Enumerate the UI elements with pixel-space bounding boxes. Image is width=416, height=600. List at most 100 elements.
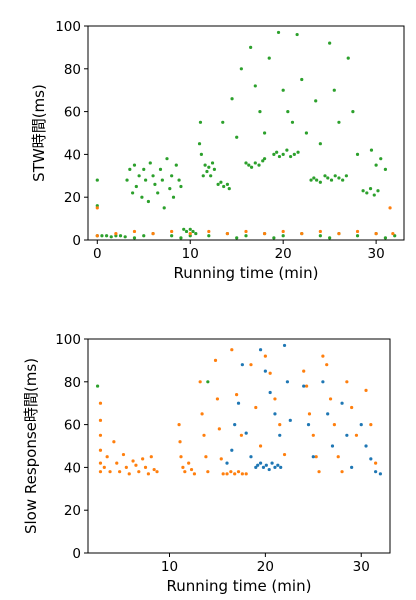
data-point bbox=[261, 465, 266, 469]
data-point bbox=[235, 236, 239, 240]
data-point bbox=[318, 180, 322, 184]
y-tick-label: 80 bbox=[64, 375, 81, 391]
data-point bbox=[285, 380, 290, 384]
data-point bbox=[188, 231, 192, 236]
data-point bbox=[240, 363, 244, 367]
data-point bbox=[162, 206, 166, 210]
data-point bbox=[151, 174, 155, 178]
x-tick-label: 10 bbox=[161, 559, 178, 575]
data-point bbox=[131, 191, 135, 195]
data-point bbox=[337, 176, 341, 180]
data-point bbox=[209, 174, 213, 178]
data-point bbox=[143, 465, 148, 469]
data-point bbox=[225, 461, 229, 465]
plot-frame bbox=[87, 25, 405, 241]
data-point bbox=[100, 234, 104, 238]
data-point bbox=[286, 110, 290, 114]
data-point bbox=[210, 161, 215, 165]
data-point bbox=[345, 380, 349, 384]
data-point bbox=[321, 380, 325, 384]
data-point bbox=[391, 231, 395, 236]
data-point bbox=[239, 67, 243, 71]
data-point bbox=[236, 470, 241, 474]
y-axis-label: STW時間(ms) bbox=[30, 84, 48, 182]
data-point bbox=[142, 234, 146, 238]
data-point bbox=[244, 161, 248, 165]
data-point bbox=[325, 363, 329, 367]
data-point bbox=[263, 354, 267, 358]
data-point bbox=[98, 401, 103, 405]
data-point bbox=[146, 472, 150, 476]
data-point bbox=[244, 234, 248, 238]
data-point bbox=[205, 169, 209, 174]
data-point bbox=[213, 358, 218, 362]
data-point bbox=[207, 229, 211, 234]
data-point bbox=[374, 470, 378, 474]
data-point bbox=[364, 388, 368, 392]
data-point bbox=[142, 167, 146, 171]
data-point bbox=[302, 369, 306, 373]
data-point bbox=[188, 227, 192, 231]
data-point bbox=[374, 231, 378, 236]
data-point bbox=[219, 457, 223, 461]
data-point bbox=[235, 393, 239, 397]
data-point bbox=[249, 165, 254, 169]
data-point bbox=[123, 235, 127, 239]
data-point bbox=[328, 41, 332, 45]
data-point bbox=[171, 195, 176, 199]
data-point bbox=[184, 229, 189, 234]
data-point bbox=[170, 174, 174, 178]
data-point bbox=[276, 30, 281, 35]
data-point bbox=[174, 163, 178, 167]
data-point bbox=[393, 234, 397, 238]
data-point bbox=[277, 154, 282, 159]
data-point bbox=[328, 397, 333, 401]
data-point bbox=[132, 229, 137, 234]
data-point bbox=[235, 135, 239, 139]
data-point bbox=[378, 472, 383, 476]
data-point bbox=[304, 384, 309, 388]
data-point bbox=[344, 174, 348, 178]
y-tick-label: 60 bbox=[64, 105, 81, 121]
data-point bbox=[244, 472, 248, 476]
data-point bbox=[261, 159, 265, 163]
data-point bbox=[369, 457, 373, 461]
data-point bbox=[278, 423, 282, 427]
data-point bbox=[141, 457, 145, 461]
data-point bbox=[118, 234, 123, 238]
data-point bbox=[177, 423, 181, 427]
data-point bbox=[225, 231, 230, 236]
data-point bbox=[221, 120, 225, 124]
stw-time-scatter-chart: 0 10 20 30 0 20 40 60 80 100 Running time (min) STW… bbox=[30, 19, 405, 282]
data-point bbox=[272, 236, 276, 240]
y-tick-label: 0 bbox=[72, 233, 81, 249]
x-tick-label: 0 bbox=[93, 246, 102, 262]
data-point bbox=[312, 176, 316, 180]
data-point bbox=[112, 440, 116, 444]
data-point bbox=[249, 455, 253, 459]
data-point bbox=[207, 165, 211, 169]
data-point bbox=[140, 195, 144, 199]
data-point bbox=[254, 405, 258, 410]
data-point bbox=[95, 178, 99, 182]
data-point bbox=[369, 148, 374, 152]
data-point bbox=[98, 461, 103, 465]
data-point bbox=[309, 178, 313, 182]
data-point bbox=[156, 191, 160, 195]
data-point bbox=[330, 444, 335, 448]
data-point bbox=[212, 167, 216, 171]
y-tick-label: 40 bbox=[64, 460, 81, 476]
data-point bbox=[258, 110, 262, 114]
data-point bbox=[262, 231, 267, 236]
data-point bbox=[121, 452, 126, 457]
data-point bbox=[198, 380, 202, 384]
data-point bbox=[267, 467, 271, 472]
data-point bbox=[179, 236, 183, 240]
data-point bbox=[263, 369, 267, 373]
data-point bbox=[262, 157, 267, 161]
data-point bbox=[144, 178, 148, 182]
data-point bbox=[206, 470, 210, 474]
data-point bbox=[326, 412, 330, 416]
data-point bbox=[148, 161, 152, 165]
data-point bbox=[282, 452, 287, 457]
